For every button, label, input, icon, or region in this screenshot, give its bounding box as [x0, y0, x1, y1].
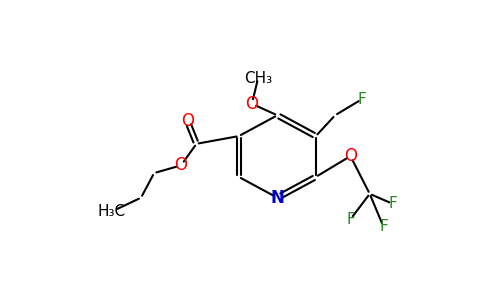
- Text: F: F: [358, 92, 366, 106]
- Text: O: O: [245, 95, 258, 113]
- Text: O: O: [344, 147, 357, 165]
- Text: O: O: [175, 156, 188, 174]
- Text: F: F: [389, 196, 397, 211]
- Text: N: N: [271, 189, 284, 207]
- Text: F: F: [346, 212, 355, 227]
- Text: O: O: [181, 112, 194, 130]
- Text: F: F: [379, 220, 388, 235]
- Text: CH₃: CH₃: [244, 71, 272, 86]
- Text: H₃C: H₃C: [98, 204, 126, 219]
